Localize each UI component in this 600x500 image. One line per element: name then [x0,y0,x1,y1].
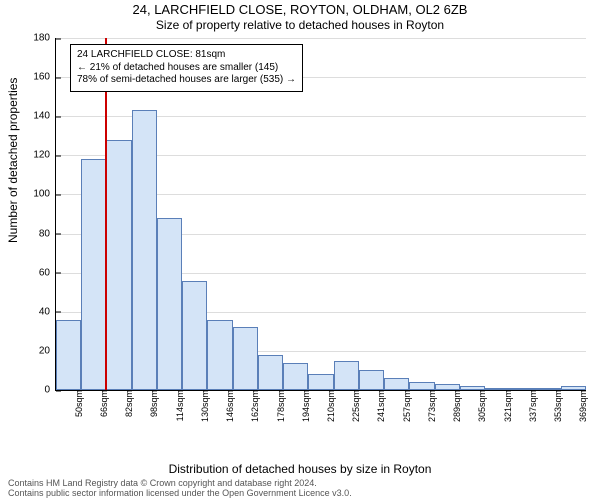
histogram-bar [409,382,434,390]
x-tick-label: 257sqm [400,390,412,422]
x-tick-label: 194sqm [299,390,311,422]
x-axis-label: Distribution of detached houses by size … [0,462,600,476]
x-tick-label: 82sqm [122,390,134,417]
x-tick-label: 353sqm [551,390,563,422]
y-tick-label: 0 [44,385,56,396]
x-tick-label: 146sqm [223,390,235,422]
histogram-bar [81,159,106,390]
x-tick-label: 321sqm [501,390,513,422]
x-tick-label: 273sqm [425,390,437,422]
histogram-bar [106,140,131,390]
y-tick-label: 120 [33,150,56,161]
x-tick-label: 305sqm [475,390,487,422]
x-tick-label: 178sqm [274,390,286,422]
x-tick-label: 210sqm [324,390,336,422]
y-tick-label: 100 [33,189,56,200]
y-tick-label: 140 [33,111,56,122]
x-tick-label: 337sqm [526,390,538,422]
x-tick-label: 162sqm [248,390,260,422]
chart-subtitle: Size of property relative to detached ho… [0,18,600,32]
histogram-bar [157,218,182,390]
x-tick-label: 241sqm [374,390,386,422]
y-tick-label: 180 [33,33,56,44]
histogram-bar [308,374,333,390]
y-tick-label: 160 [33,72,56,83]
histogram-bar [233,327,258,390]
y-tick-label: 20 [39,345,56,356]
histogram-bar [359,370,384,390]
x-tick-label: 66sqm [97,390,109,417]
x-tick-label: 289sqm [450,390,462,422]
x-tick-label: 225sqm [349,390,361,422]
x-tick-label: 114sqm [173,390,185,421]
gridline [56,38,586,39]
histogram-bar [258,355,283,390]
y-tick-label: 80 [39,228,56,239]
annotation-line-3: 78% of semi-detached houses are larger (… [77,74,296,87]
histogram-bar [384,378,409,390]
x-tick-label: 369sqm [576,390,588,422]
histogram-bar [182,281,207,391]
histogram-bar [132,110,157,390]
histogram-bar [283,363,308,390]
annotation-box: 24 LARCHFIELD CLOSE: 81sqm ← 21% of deta… [70,44,303,92]
histogram-bar [334,361,359,390]
chart-title: 24, LARCHFIELD CLOSE, ROYTON, OLDHAM, OL… [0,2,600,17]
histogram-bar [207,320,232,390]
y-axis-label: Number of detached properties [6,78,20,243]
annotation-line-2: ← 21% of detached houses are smaller (14… [77,62,296,75]
x-tick-label: 50sqm [72,390,84,417]
y-tick-label: 60 [39,267,56,278]
x-tick-label: 98sqm [147,390,159,417]
attribution-text: Contains HM Land Registry data © Crown c… [8,478,352,498]
y-tick-label: 40 [39,306,56,317]
annotation-line-1: 24 LARCHFIELD CLOSE: 81sqm [77,49,296,62]
histogram-bar [56,320,81,390]
x-tick-label: 130sqm [198,390,210,422]
